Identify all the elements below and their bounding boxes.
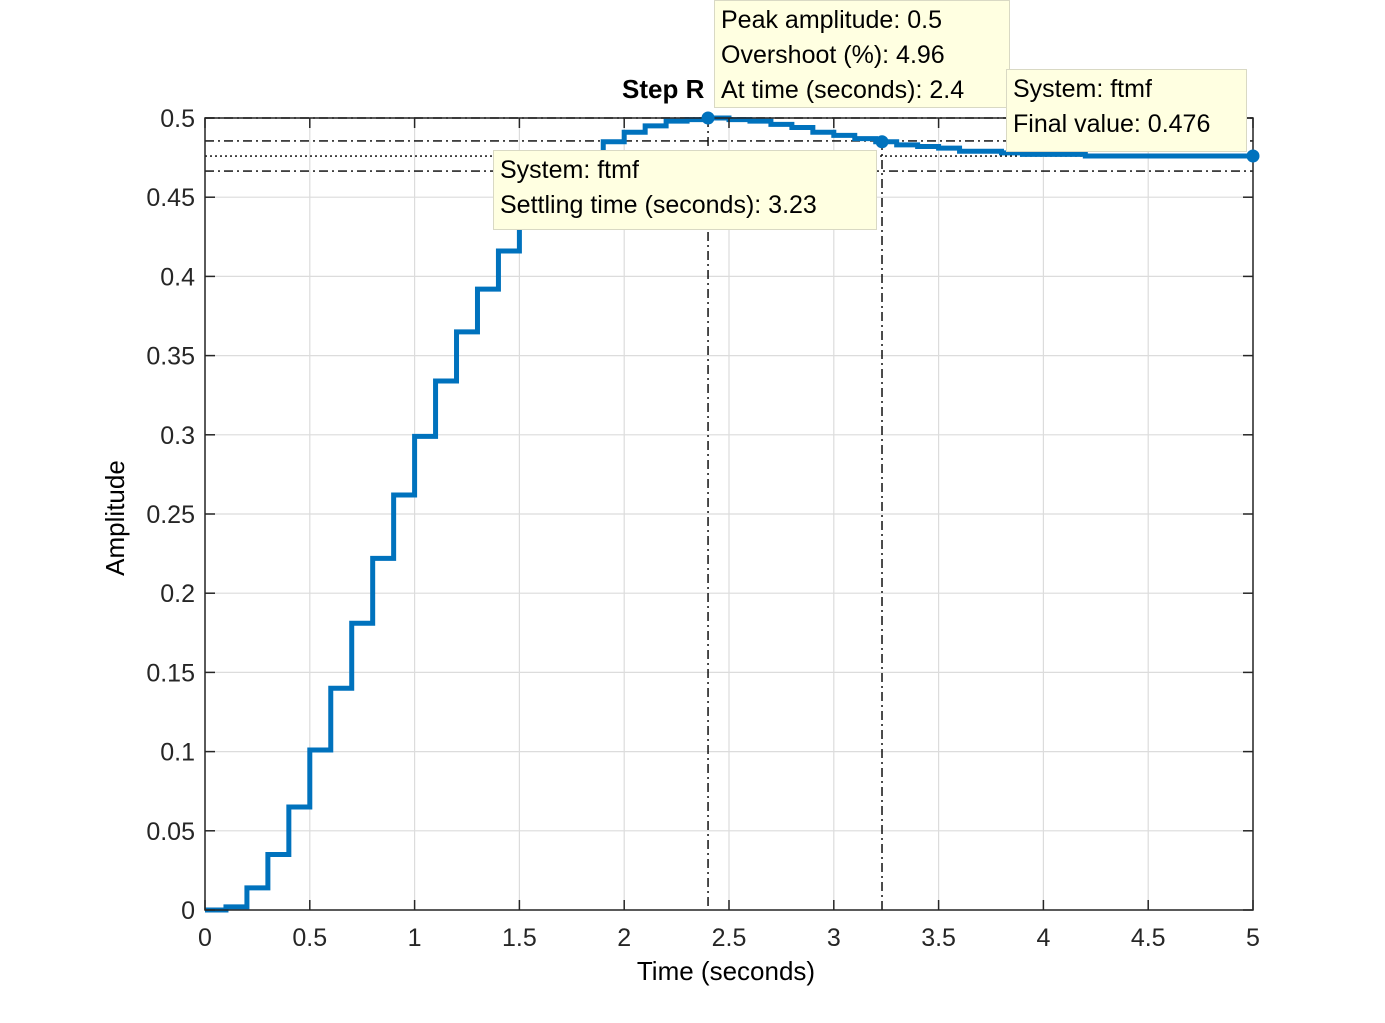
- y-tick-label: 0.15: [146, 659, 195, 687]
- x-tick-label: 0: [198, 924, 212, 952]
- axes-frame: [204, 117, 1254, 911]
- tick-labels: 0 0.5 1 1.5 2 2.5 3 3.5 4 4.5 5 0 0.05 0.1 0.15 0.2 0.25…: [146, 105, 1260, 952]
- y-tick-label: 0.4: [160, 263, 195, 291]
- x-axis-label: Time (seconds): [637, 956, 815, 986]
- y-tick-label: 0.45: [146, 184, 195, 212]
- characteristic-point: [1246, 149, 1260, 163]
- y-tick-label: 0.25: [146, 501, 195, 529]
- x-tick-label: 1: [408, 924, 422, 952]
- characteristic-point: [875, 135, 889, 149]
- peak-amplitude-text: Peak amplitude: 0.5: [721, 6, 942, 34]
- y-tick-label: 0.1: [160, 739, 195, 767]
- y-tick-label: 0: [181, 897, 195, 925]
- final-value-text: Final value: 0.476: [1013, 110, 1211, 138]
- x-tick-label: 2: [617, 924, 631, 952]
- x-tick-label: 3: [827, 924, 841, 952]
- x-tick-label: 3.5: [921, 924, 956, 952]
- y-axis-label: Amplitude: [100, 460, 130, 576]
- final-value-datatip[interactable]: System: ftmf Final value: 0.476: [1006, 69, 1247, 152]
- y-tick-label: 0.2: [160, 580, 195, 608]
- y-tick-label: 0.05: [146, 818, 195, 846]
- x-tick-label: 5: [1246, 924, 1260, 952]
- peak-time-text: At time (seconds): 2.4: [721, 76, 965, 104]
- x-tick-label: 0.5: [292, 924, 327, 952]
- settling-time-text: Settling time (seconds): 3.23: [500, 191, 817, 219]
- y-tick-label: 0.3: [160, 422, 195, 450]
- y-tick-label: 0.5: [160, 105, 195, 133]
- x-tick-label: 4.5: [1131, 924, 1166, 952]
- x-tick-label: 2.5: [712, 924, 747, 952]
- peak-response-datatip[interactable]: Peak amplitude: 0.5 Overshoot (%): 4.96 …: [714, 0, 1010, 108]
- final-system-text: System: ftmf: [1013, 75, 1152, 103]
- series-layer: [205, 115, 1253, 913]
- settling-system-text: System: ftmf: [500, 156, 639, 184]
- characteristic-point: [701, 111, 715, 125]
- overshoot-text: Overshoot (%): 4.96: [721, 41, 945, 69]
- chart-title: Step R: [622, 74, 705, 104]
- y-tick-label: 0.35: [146, 343, 195, 371]
- settling-time-datatip[interactable]: System: ftmf Settling time (seconds): 3.…: [493, 150, 877, 230]
- series-line-ftmf: [205, 115, 1253, 913]
- x-tick-label: 4: [1036, 924, 1050, 952]
- characteristic-markers: [701, 111, 1260, 163]
- x-tick-label: 1.5: [502, 924, 537, 952]
